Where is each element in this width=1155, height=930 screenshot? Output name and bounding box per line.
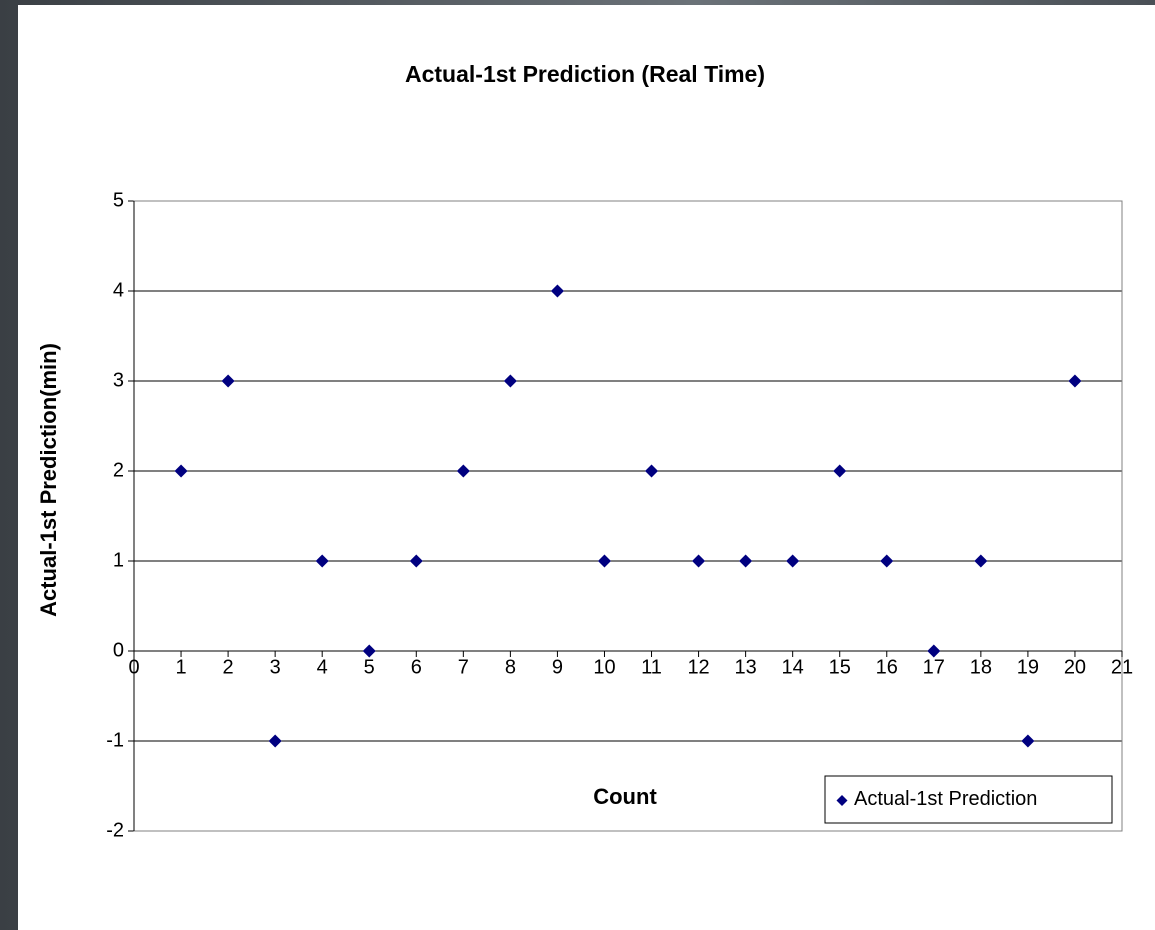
y-axis-label: Actual-1st Prediction(min) xyxy=(36,343,61,617)
x-tick-label: 9 xyxy=(552,656,563,678)
point xyxy=(833,464,847,478)
point xyxy=(503,374,517,388)
point xyxy=(550,284,564,298)
point xyxy=(692,554,706,568)
point xyxy=(409,554,423,568)
point xyxy=(645,464,659,478)
point xyxy=(315,554,329,568)
point xyxy=(221,374,235,388)
x-tick-label: 0 xyxy=(128,656,139,678)
legend-marker xyxy=(836,795,848,806)
point xyxy=(739,554,753,568)
y-tick-label: 4 xyxy=(113,279,124,301)
point xyxy=(974,554,988,568)
x-tick-label: 18 xyxy=(970,656,992,678)
point xyxy=(597,554,611,568)
y-tick-label: 2 xyxy=(113,459,124,481)
x-tick-label: 2 xyxy=(223,656,234,678)
x-tick-label: 6 xyxy=(411,656,422,678)
y-tick-label: -1 xyxy=(106,729,124,751)
point xyxy=(880,554,894,568)
x-tick-label: 4 xyxy=(317,656,328,678)
y-tick-label: -2 xyxy=(106,819,124,841)
x-tick-label: 19 xyxy=(1017,656,1039,678)
x-tick-label: 1 xyxy=(175,656,186,678)
x-tick-label: 14 xyxy=(782,656,804,678)
x-tick-label: 8 xyxy=(505,656,516,678)
y-tick-label: 0 xyxy=(113,639,124,661)
x-tick-label: 7 xyxy=(458,656,469,678)
y-tick-label: 5 xyxy=(113,189,124,211)
y-tick-label: 1 xyxy=(113,549,124,571)
y-tick-label: 3 xyxy=(113,369,124,391)
x-tick-label: 21 xyxy=(1111,656,1133,678)
x-tick-label: 15 xyxy=(829,656,851,678)
x-tick-label: 12 xyxy=(687,656,709,678)
point xyxy=(268,734,282,748)
x-axis-label: Count xyxy=(593,784,657,809)
point xyxy=(1021,734,1035,748)
x-tick-label: 3 xyxy=(270,656,281,678)
point xyxy=(362,644,376,658)
x-tick-label: 10 xyxy=(593,656,615,678)
x-tick-label: 17 xyxy=(923,656,945,678)
x-tick-label: 20 xyxy=(1064,656,1086,678)
x-tick-label: 11 xyxy=(641,656,662,678)
point xyxy=(1068,374,1082,388)
chart-title: Actual-1st Prediction (Real Time) xyxy=(405,61,765,87)
x-tick-label: 5 xyxy=(364,656,375,678)
point xyxy=(456,464,470,478)
point xyxy=(786,554,800,568)
x-tick-label: 13 xyxy=(734,656,756,678)
point xyxy=(927,644,941,658)
legend-label: Actual-1st Prediction xyxy=(854,788,1037,810)
legend-box xyxy=(824,775,1113,824)
point xyxy=(174,464,188,478)
x-tick-label: 16 xyxy=(876,656,898,678)
